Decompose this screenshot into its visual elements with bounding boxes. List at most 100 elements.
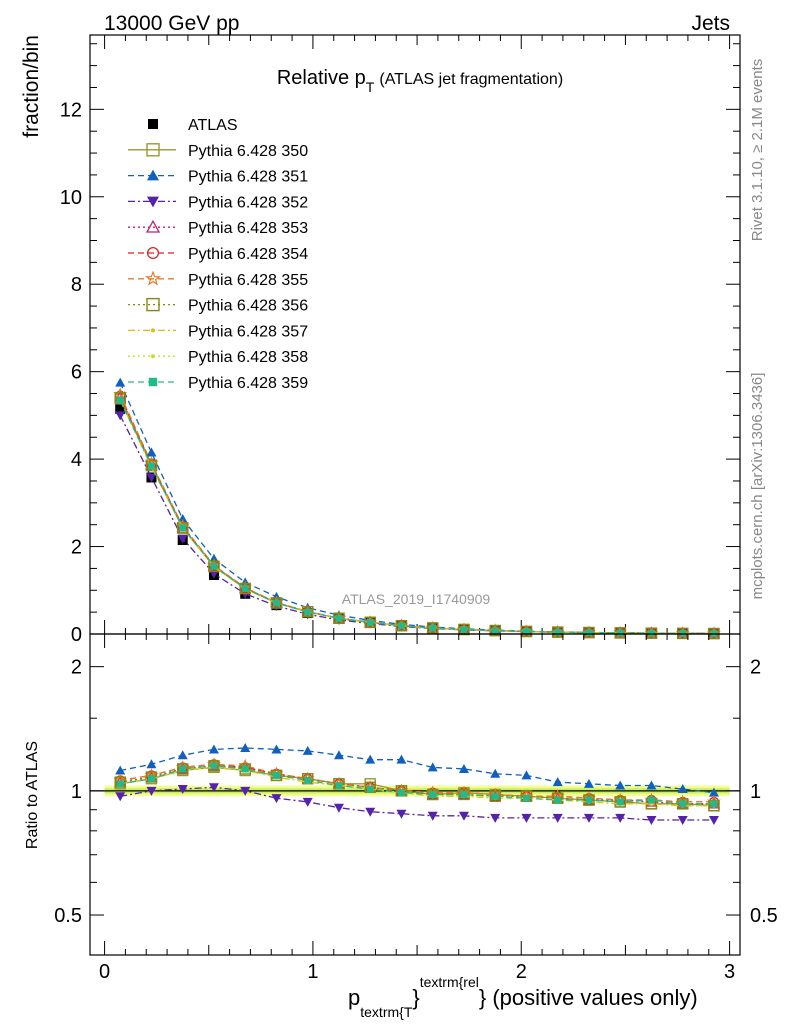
ratio-y-tick-label-right: 1: [750, 781, 761, 803]
main-y-tick-label: 6: [71, 362, 82, 384]
data-point: [116, 396, 124, 404]
ratio-data-point: [521, 813, 532, 823]
ratio-panel-frame: [89, 633, 741, 956]
x-tick-label: 1: [307, 961, 318, 983]
data-point: [179, 524, 187, 532]
data-point: [177, 514, 188, 524]
legend-entry: Pythia 6.428 357: [128, 323, 308, 340]
ratio-data-point: [458, 763, 469, 773]
title-sub: T: [366, 79, 375, 95]
legend-label: Pythia 6.428 353: [188, 220, 308, 237]
legend-entry: ATLAS: [148, 117, 238, 134]
data-point: [554, 628, 562, 636]
ratio-data-point: [366, 785, 374, 793]
ratio-data-point: [491, 792, 499, 800]
ratio-y-axis-title: Ratio to ATLAS: [24, 741, 41, 849]
ratio-data-point: [146, 759, 157, 769]
mcplots-label: mcplots.cern.ch [arXiv:1306.3436]: [749, 373, 766, 600]
legend-entry: Pythia 6.428 350: [128, 143, 308, 160]
x-axis-title: ptextrm{T}textrm{rel} (positive values o…: [348, 974, 698, 1020]
main-y-tick-label: 4: [71, 449, 82, 471]
legend-marker: [148, 119, 158, 129]
legend-entry: Pythia 6.428 353: [128, 219, 308, 237]
data-point: [146, 473, 157, 483]
ratio-data-point: [490, 813, 501, 823]
ratio-series-2: [115, 783, 719, 825]
series-line: [119, 399, 715, 635]
category-label: Jets: [691, 12, 730, 35]
legend-label: Pythia 6.428 357: [188, 323, 308, 340]
ratio-data-point: [208, 783, 219, 793]
data-point: [491, 627, 499, 635]
legend-label: ATLAS: [188, 117, 238, 134]
main-y-axis-title: fraction/bin: [20, 35, 43, 138]
legend-label: Pythia 6.428 359: [188, 375, 308, 392]
ratio-data-point: [458, 811, 469, 821]
data-point: [427, 622, 439, 634]
main-series-layer: [113, 377, 721, 640]
legend-marker: [148, 377, 158, 387]
data-point: [304, 608, 312, 616]
ratio-y-tick-label: 1: [71, 781, 82, 803]
legend-label: Pythia 6.428 352: [188, 194, 308, 211]
data-point: [241, 585, 249, 593]
legend-label: Pythia 6.428 350: [188, 143, 308, 160]
x-title-sup: textrm{rel: [420, 974, 479, 990]
ratio-data-point: [427, 811, 438, 821]
ratio-data-point: [708, 815, 719, 825]
main-axis-ticks: 0 2 4 6 8 10 12: [60, 35, 740, 646]
legend-entry: Pythia 6.428 355: [128, 270, 308, 289]
ratio-data-point: [522, 794, 530, 802]
x-tick-label: 2: [516, 961, 527, 983]
data-point: [177, 522, 189, 534]
x-title-close: }: [412, 985, 419, 1010]
legend-marker: [151, 328, 155, 333]
ratio-data-point: [647, 796, 655, 804]
ratio-data-point: [616, 798, 624, 806]
x-tick-label: 3: [724, 961, 735, 983]
ratio-data-point: [460, 790, 468, 798]
legend-marker: [146, 246, 160, 260]
data-point: [270, 597, 283, 609]
ratio-data-point: [646, 780, 657, 790]
data-point: [115, 411, 126, 421]
ratio-series-line: [120, 765, 714, 805]
uncertainty-band: [90, 785, 740, 797]
ratio-data-point: [302, 745, 313, 755]
ratio-data-point: [521, 770, 532, 780]
data-point: [302, 606, 314, 618]
legend-label: Pythia 6.428 355: [188, 272, 308, 289]
legend-entry: Pythia 6.428 359: [128, 375, 308, 392]
legend-label: Pythia 6.428 351: [188, 169, 308, 186]
data-point: [616, 629, 624, 637]
ratio-data-point: [427, 762, 438, 772]
ratio-data-point: [585, 796, 593, 804]
main-y-tick-label: 10: [60, 187, 82, 209]
ratio-data-point: [710, 800, 718, 808]
legend-marker: [145, 219, 161, 233]
legend-entry: Pythia 6.428 352: [128, 194, 308, 211]
ratio-data-point: [271, 744, 282, 754]
energy-label: 13000 GeV pp: [104, 12, 239, 35]
ratio-series-line: [120, 747, 715, 794]
legend-entry: Pythia 6.428 358: [128, 349, 308, 366]
ratio-data-point: [116, 780, 124, 788]
ratio-data-point: [241, 765, 249, 773]
x-title-sub: textrm{T: [360, 1004, 413, 1020]
data-point: [429, 624, 437, 632]
legend: ATLAS Pythia 6.428 350 Pythia 6.428 351 Pyt…: [128, 117, 308, 392]
legend-marker: [147, 196, 159, 208]
ratio-data-point: [147, 775, 155, 783]
data-point: [115, 403, 126, 414]
data-point: [366, 618, 374, 626]
legend-label: Pythia 6.428 358: [188, 349, 308, 366]
ratio-data-point: [396, 809, 407, 819]
ratio-data-point: [335, 782, 343, 790]
ratio-data-point: [397, 789, 405, 797]
ratio-data-point: [115, 765, 126, 775]
ratio-data-point: [115, 792, 126, 802]
data-point: [679, 629, 687, 637]
ratio-panel: 0.5 0.5 1 1 2 2 0 1 2 3: [54, 633, 778, 983]
ratio-data-point: [272, 771, 280, 779]
legend-marker: [145, 270, 161, 286]
